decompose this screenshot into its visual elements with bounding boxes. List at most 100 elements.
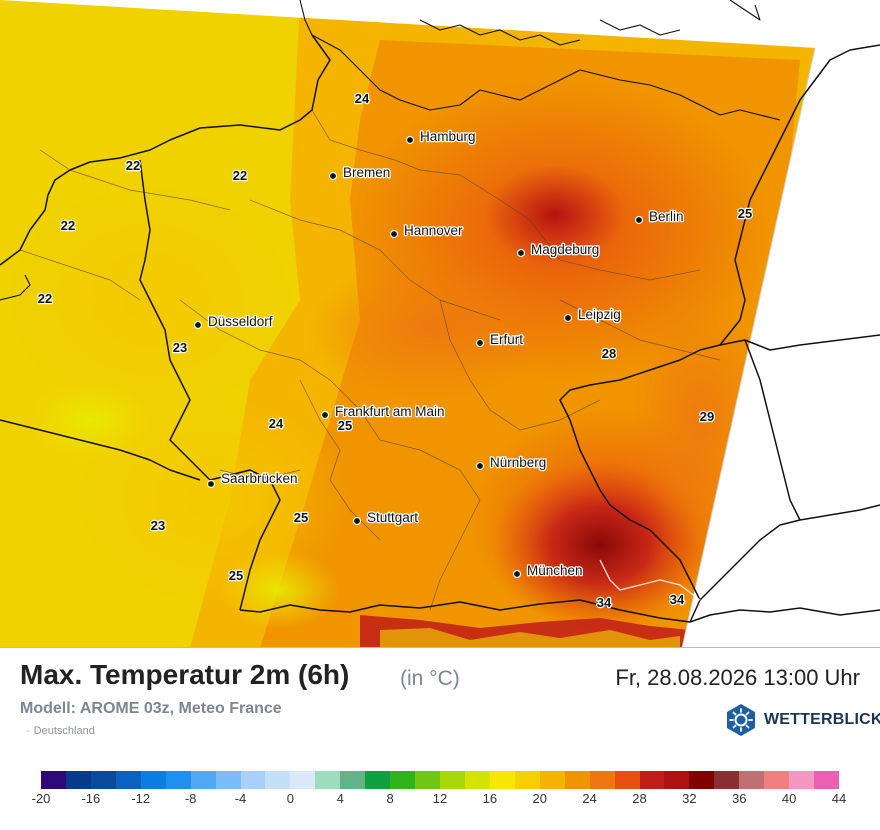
city-leipzig[interactable]: Leipzig [563, 306, 622, 323]
city-magdeburg[interactable]: Magdeburg [516, 241, 601, 258]
forecast-datetime: Fr, 28.08.2026 13:00 Uhr [615, 665, 860, 690]
city-label: Saarbrücken [221, 471, 298, 486]
city-marker [516, 248, 526, 258]
legend-swatch [764, 771, 790, 789]
legend-swatch [265, 771, 291, 789]
country-borders [0, 34, 880, 623]
city-label: Erfurt [490, 332, 523, 347]
city-hamburg[interactable]: Hamburg [405, 128, 477, 145]
legend-swatch [390, 771, 416, 789]
value-label: 34 [670, 592, 685, 607]
river-inn [599, 559, 701, 601]
legend-swatch [315, 771, 341, 789]
city-muenchen[interactable]: München [512, 562, 584, 579]
city-marker [405, 135, 415, 145]
legend-tick-label: 28 [632, 791, 647, 806]
legend-swatch [664, 771, 690, 789]
legend-swatch [614, 771, 640, 789]
city-marker [206, 479, 216, 489]
sun-snowflake-icon [727, 704, 755, 736]
legend-swatch [115, 771, 141, 789]
legend-tick-label: 12 [432, 791, 448, 806]
value-label: 23 [173, 340, 187, 355]
value-label: 28 [602, 346, 616, 361]
legend-swatch [789, 771, 815, 789]
legend-swatch [489, 771, 515, 789]
city-stuttgart[interactable]: Stuttgart [352, 509, 420, 526]
value-label: 25 [738, 206, 752, 221]
city-hannover[interactable]: Hannover [389, 222, 464, 239]
city-label: Düsseldorf [208, 314, 273, 329]
city-berlin[interactable]: Berlin [634, 208, 685, 225]
city-frankfurt-am-main[interactable]: Frankfurt am Main [320, 403, 446, 420]
city-marker [328, 171, 338, 181]
legend-tick-label: 16 [482, 791, 498, 806]
legend-swatch [514, 771, 540, 789]
legend-tick-label: 32 [682, 791, 697, 806]
city-label: Nürnberg [490, 455, 546, 470]
city-marker [352, 516, 362, 526]
city-label: Bremen [343, 165, 390, 180]
city-label: Hamburg [420, 129, 476, 144]
legend-swatch [689, 771, 715, 789]
footer-panel [0, 648, 880, 830]
legend-tick-label: 36 [732, 791, 747, 806]
legend-tick-label: -4 [234, 791, 247, 806]
region-label: Deutschland [26, 725, 95, 737]
value-label: 29 [700, 409, 714, 424]
value-label: 22 [233, 168, 247, 183]
value-label: 23 [151, 518, 165, 533]
title-unit: (in °C) [400, 667, 460, 690]
city-marker [512, 569, 522, 579]
legend-tick-label: -20 [31, 791, 51, 806]
legend-swatch [440, 771, 465, 789]
coastline [0, 0, 781, 301]
color-legend-ticks: -20 -16 -12 -8 -4 0 4 8 12 16 20 24 28 32 36 40 44 [0, 791, 880, 811]
city-marker [475, 461, 485, 471]
city-label: Leipzig [578, 307, 621, 322]
value-labels: 24 22 22 22 22 25 23 28 24 25 29 23 25 2… [37, 90, 754, 611]
legend-swatch [215, 771, 241, 789]
legend-swatch [165, 771, 191, 789]
legend-swatch [589, 771, 615, 789]
value-label: 25 [294, 510, 308, 525]
city-label: Magdeburg [531, 242, 599, 257]
legend-swatch [714, 771, 740, 789]
legend-tick-label: 44 [831, 791, 847, 806]
legend-swatch [639, 771, 665, 789]
city-marker [475, 338, 485, 348]
legend-swatch [240, 771, 266, 789]
legend-swatch [814, 771, 839, 789]
legend-swatch [65, 771, 91, 789]
city-marker [320, 410, 330, 420]
temperature-map[interactable]: Hamburg Bremen Berlin Hannover Magdeburg… [0, 0, 880, 648]
legend-swatch [190, 771, 216, 789]
city-nuernberg[interactable]: Nürnberg [475, 454, 548, 471]
legend-swatch [140, 771, 166, 789]
city-saarbruecken[interactable]: Saarbrücken [206, 470, 299, 489]
legend-tick-label: -12 [131, 791, 151, 806]
city-erfurt[interactable]: Erfurt [475, 331, 525, 348]
legend-swatch [564, 771, 590, 789]
legend-swatch [464, 771, 490, 789]
city-duesseldorf[interactable]: Düsseldorf [193, 313, 274, 330]
value-label: 22 [38, 291, 52, 306]
legend-swatch [290, 771, 316, 789]
legend-swatch [41, 771, 66, 789]
value-label: 34 [597, 595, 612, 610]
wetterblick-logo[interactable]: WETTERBLICK [724, 703, 880, 737]
value-label: 22 [61, 218, 75, 233]
value-label: 22 [126, 158, 140, 173]
value-label: 25 [229, 568, 243, 583]
color-legend-bar [41, 771, 839, 789]
legend-tick-label: 20 [532, 791, 547, 806]
legend-tick-label: 4 [336, 791, 344, 806]
legend-tick-label: -16 [81, 791, 101, 806]
city-marker [389, 229, 399, 239]
legend-swatch [415, 771, 440, 789]
city-bremen[interactable]: Bremen [328, 164, 392, 181]
city-label: Stuttgart [367, 510, 418, 525]
legend-swatch [340, 771, 366, 789]
value-label: 24 [355, 91, 370, 106]
legend-swatch [90, 771, 116, 789]
